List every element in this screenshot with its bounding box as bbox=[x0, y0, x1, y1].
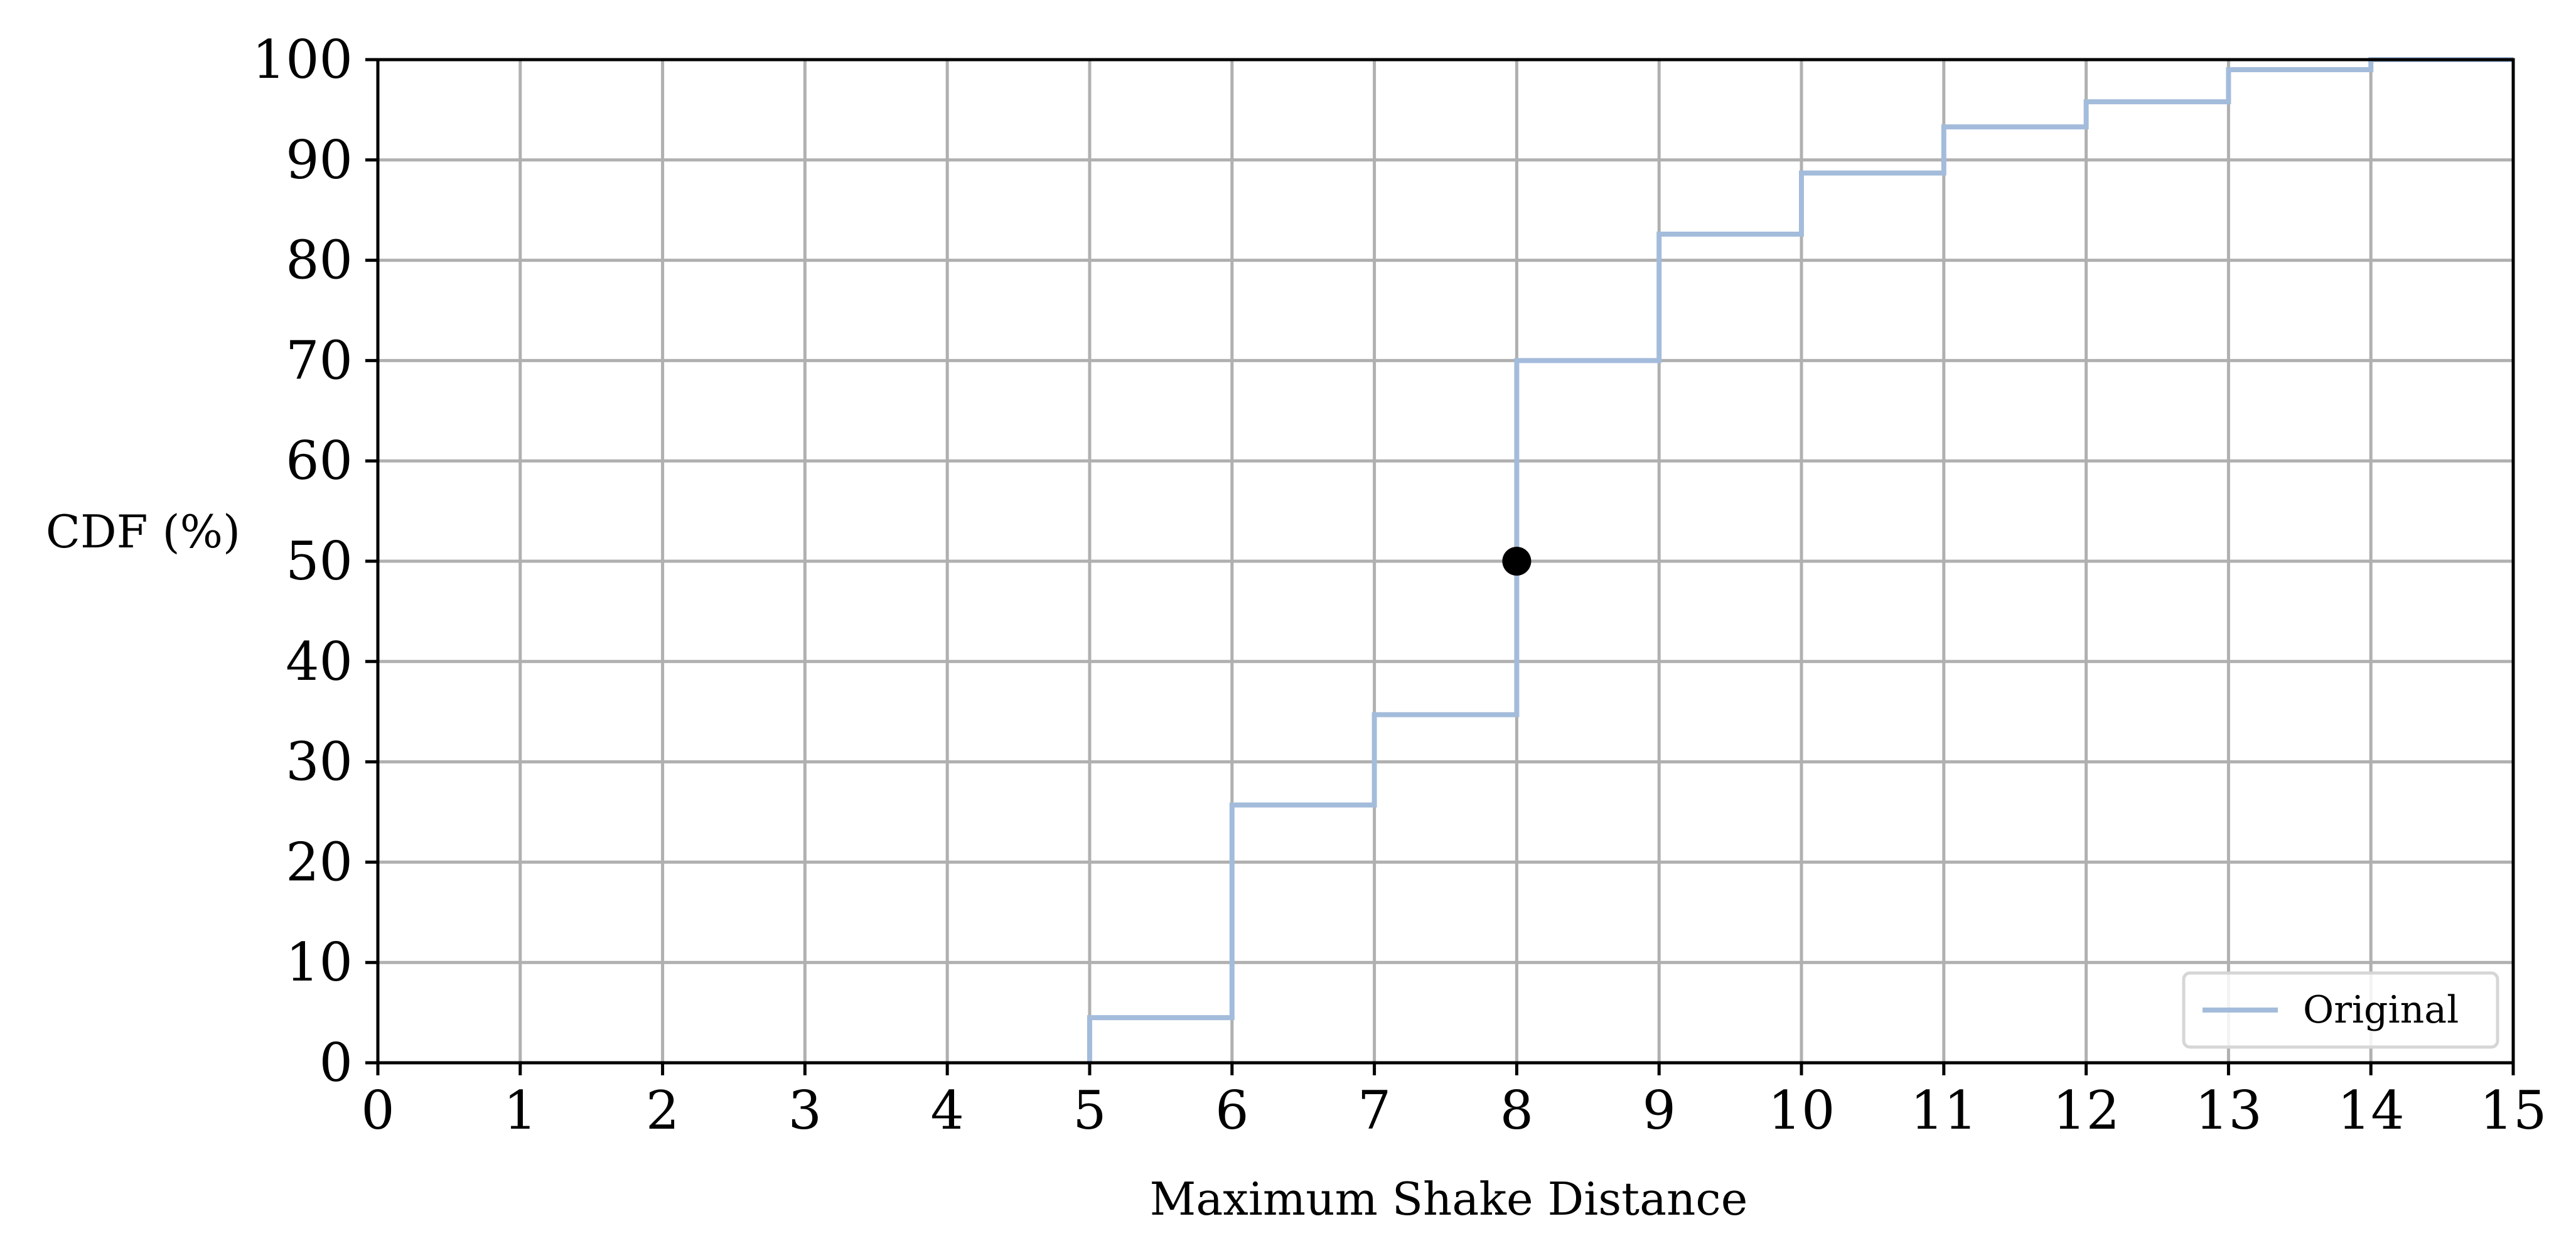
x-tick-label: 7 bbox=[1358, 1080, 1391, 1141]
y-tick-label: 90 bbox=[286, 129, 353, 191]
x-tick-label: 14 bbox=[2337, 1080, 2405, 1141]
x-axis-title: Maximum Shake Distance bbox=[1150, 1173, 1748, 1225]
y-tick-label: 50 bbox=[286, 530, 353, 592]
x-tick-label: 8 bbox=[1500, 1080, 1533, 1141]
y-tick-label: 80 bbox=[286, 230, 353, 291]
x-tick-label: 11 bbox=[1910, 1080, 1977, 1141]
series-line-original bbox=[1087, 57, 2513, 1063]
x-tick-label: 13 bbox=[2195, 1080, 2262, 1141]
y-tick-label: 10 bbox=[286, 932, 353, 993]
series-layer bbox=[1087, 57, 2513, 1063]
y-tick-label: 0 bbox=[319, 1032, 353, 1094]
x-tick-label: 2 bbox=[646, 1080, 679, 1141]
x-tick-label: 12 bbox=[2053, 1080, 2120, 1141]
x-tick-label: 5 bbox=[1073, 1080, 1106, 1141]
x-tick-label: 4 bbox=[930, 1080, 963, 1141]
y-axis-title: CDF (%) bbox=[46, 505, 240, 558]
legend-box bbox=[2182, 971, 2499, 1049]
x-tick-label: 1 bbox=[503, 1080, 537, 1141]
y-tick-label: 100 bbox=[252, 29, 353, 90]
x-tick-label: 0 bbox=[361, 1080, 394, 1141]
legend-label: Original bbox=[2303, 988, 2459, 1032]
legend: Original bbox=[2182, 971, 2499, 1049]
marker-layer bbox=[1502, 547, 1532, 576]
x-tick-label: 10 bbox=[1768, 1080, 1835, 1141]
y-tick-label: 30 bbox=[286, 731, 353, 793]
x-tick-label: 6 bbox=[1215, 1080, 1248, 1141]
tick-labels: 0 1 2 3 4 5 6 7 8 9 10 11 12 13 14 15010203040506070809… bbox=[252, 29, 2547, 1141]
y-tick-label: 40 bbox=[286, 631, 353, 692]
x-tick-label: 3 bbox=[788, 1080, 822, 1141]
y-tick-label: 60 bbox=[286, 430, 353, 492]
y-tick-label: 20 bbox=[286, 831, 353, 893]
y-tick-label: 70 bbox=[286, 330, 353, 391]
x-tick-label: 9 bbox=[1642, 1080, 1675, 1141]
x-tick-label: 15 bbox=[2480, 1080, 2547, 1141]
axes bbox=[365, 58, 2515, 1075]
median-point bbox=[1502, 547, 1532, 576]
grid bbox=[376, 58, 2515, 1065]
